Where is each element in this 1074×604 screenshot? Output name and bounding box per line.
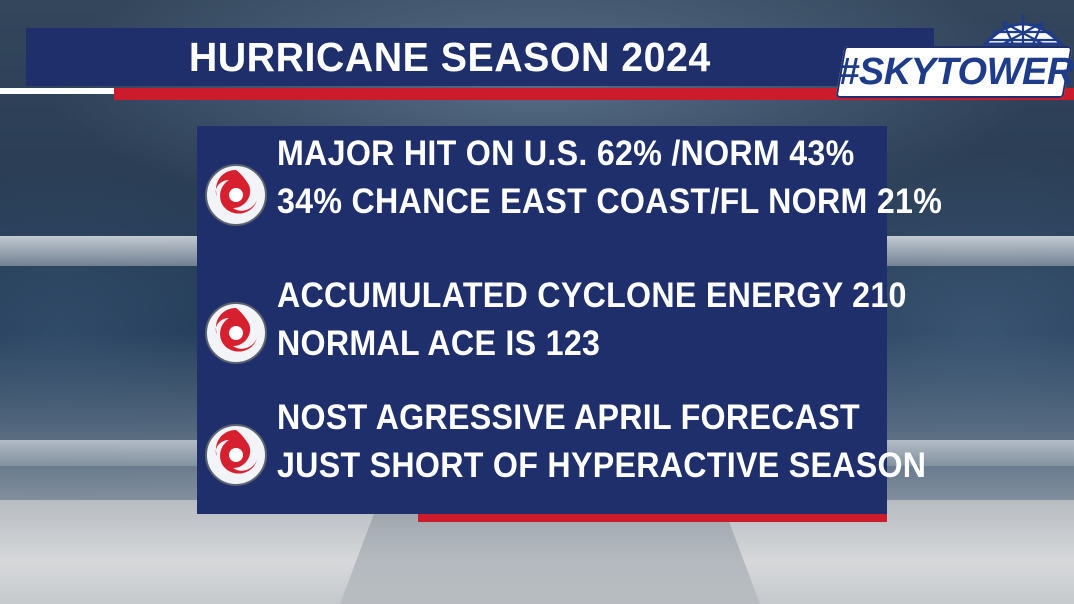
skytower-logo: #SKYTOWER [835,10,1074,98]
title-accent-red [114,88,1074,100]
item-text-line: 34% CHANCE EAST COAST/FL NORM 21% [277,182,943,221]
item-text-line: NORMAL ACE IS 123 [277,324,601,363]
item-text-line: NOST AGRESSIVE APRIL FORECAST [277,398,860,437]
item-text-line: ACCUMULATED CYCLONE ENERGY 210 [277,276,907,315]
hurricane-icon [205,424,267,486]
logo-text: #SKYTOWER [838,50,1074,93]
graphic-title: HURRICANE SEASON 2024 [189,33,711,80]
panel-accent-red [418,514,887,522]
skytower-dome-icon [981,14,1065,46]
title-accent-white [0,88,114,94]
item-text-line: MAJOR HIT ON U.S. 62% /NORM 43% [277,134,855,173]
hurricane-icon [205,164,267,226]
item-text-line: JUST SHORT OF HYPERACTIVE SEASON [277,446,927,485]
title-bar: HURRICANE SEASON 2024 [26,28,934,86]
hurricane-icon [205,302,267,364]
info-panel: MAJOR HIT ON U.S. 62% /NORM 43% 34% CHAN… [197,126,942,514]
